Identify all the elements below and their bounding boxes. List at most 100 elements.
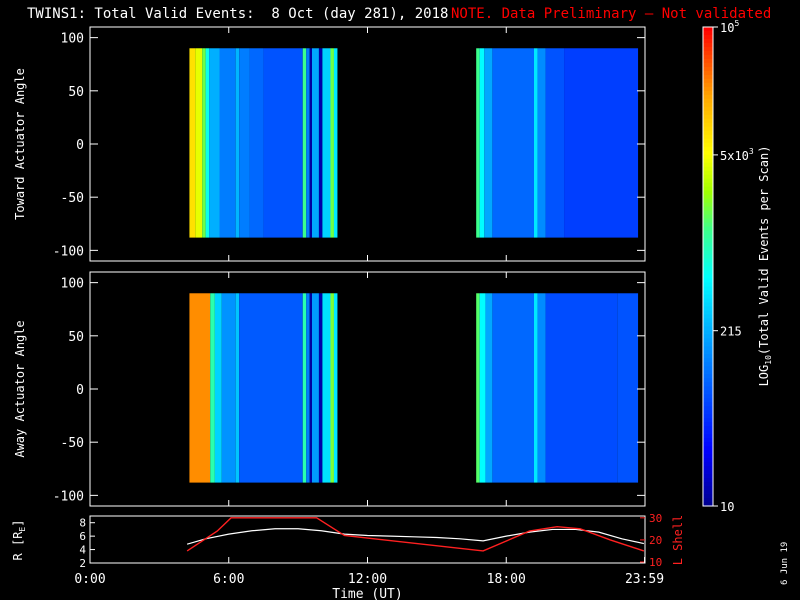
colorbar-swatch	[703, 242, 713, 248]
data-column	[564, 48, 639, 238]
y-tick-label: 100	[61, 32, 84, 47]
colorbar-swatch	[703, 27, 713, 32]
colorbar-swatch	[703, 258, 713, 264]
data-column	[306, 48, 310, 238]
colorbar-swatch	[703, 326, 713, 331]
colorbar-swatch	[703, 178, 713, 184]
colorbar-swatch	[703, 426, 713, 431]
data-column	[239, 293, 303, 483]
colorbar-swatch	[703, 94, 713, 100]
title-bar: TWINS1: Total Valid Events: 8 Oct (day 2…	[0, 6, 800, 24]
y-tick-label: 100	[61, 277, 84, 292]
colorbar-swatch	[703, 330, 713, 335]
data-column	[537, 48, 546, 238]
r-axis-label: R [RE]	[11, 520, 27, 561]
data-column	[189, 48, 196, 238]
data-column	[333, 293, 338, 483]
colorbar-swatch	[703, 202, 713, 208]
colorbar-swatch	[703, 490, 713, 495]
y-tick-label: 8	[79, 517, 86, 530]
colorbar-swatch	[703, 278, 713, 284]
colorbar-swatch	[703, 98, 713, 104]
colorbar-swatch	[703, 162, 713, 168]
colorbar-swatch	[703, 266, 713, 272]
data-column	[318, 293, 323, 483]
colorbar-swatch	[703, 418, 713, 423]
colorbar-swatch	[703, 450, 713, 455]
colorbar-swatch	[703, 478, 713, 483]
colorbar-tick-label: 5x103	[720, 147, 754, 163]
data-column	[312, 48, 319, 238]
x-tick-label: 0:00	[74, 572, 105, 587]
colorbar-tick-label: 105	[720, 19, 739, 35]
y-tick-label: 0	[76, 138, 84, 153]
colorbar-swatch	[703, 222, 713, 228]
colorbar-swatch	[703, 306, 713, 312]
colorbar-swatch	[703, 406, 713, 411]
colorbar-swatch	[703, 110, 713, 116]
data-column	[219, 48, 236, 238]
data-column	[534, 293, 538, 483]
colorbar-swatch	[703, 226, 713, 232]
colorbar-label-sub: 10	[764, 355, 773, 365]
colorbar-swatch	[703, 410, 713, 415]
colorbar-swatch	[703, 378, 713, 383]
colorbar-swatch	[703, 374, 713, 379]
colorbar-swatch	[703, 294, 713, 300]
colorbar-swatch	[703, 186, 713, 192]
colorbar-swatch	[703, 414, 713, 419]
colorbar-swatch	[703, 154, 713, 160]
colorbar-swatch	[703, 502, 713, 507]
y2-tick-label: 30	[649, 512, 662, 525]
colorbar-swatch	[703, 30, 713, 36]
colorbar-swatch	[703, 198, 713, 204]
y-tick-label: 50	[68, 330, 84, 345]
away-panel: 100 50 0 -50 -100 Away Actuator Angle	[13, 271, 646, 507]
colorbar-swatch	[703, 402, 713, 407]
data-column	[210, 293, 215, 483]
data-column	[485, 293, 493, 483]
colorbar-swatch	[703, 394, 713, 399]
colorbar-swatch	[703, 46, 713, 52]
colorbar-swatch	[703, 218, 713, 224]
colorbar-swatch	[703, 498, 713, 503]
data-column	[189, 293, 211, 483]
colorbar-swatch	[703, 474, 713, 479]
colorbar-label: LOG10(Total Valid Events per Scan)	[757, 146, 773, 387]
page-title: TWINS1: Total Valid Events: 8 Oct (day 2…	[27, 6, 449, 22]
colorbar-swatch	[703, 66, 713, 72]
colorbar-swatch	[703, 150, 713, 156]
data-column	[476, 48, 480, 238]
colorbar-swatch	[703, 58, 713, 64]
colorbar-swatch	[703, 354, 713, 359]
lshell-axis-label: L Shell	[671, 515, 685, 566]
y-tick-label: 0	[76, 383, 84, 398]
colorbar-swatch	[703, 134, 713, 140]
data-column	[235, 48, 240, 238]
colorbar-swatch	[703, 126, 713, 132]
x-tick-label: 12:00	[348, 572, 387, 587]
colorbar-swatch	[703, 42, 713, 48]
colorbar-swatch	[703, 122, 713, 128]
data-column	[333, 48, 338, 238]
colorbar-swatch	[703, 346, 713, 351]
colorbar-swatch	[703, 454, 713, 459]
data-column	[221, 293, 236, 483]
data-column	[302, 48, 307, 238]
colorbar-swatch	[703, 230, 713, 236]
colorbar-swatch	[703, 298, 713, 304]
data-column	[537, 293, 546, 483]
data-column	[214, 293, 222, 483]
colorbar-swatch	[703, 114, 713, 120]
colorbar-swatch	[703, 138, 713, 144]
colorbar-swatch	[703, 434, 713, 439]
colorbar-swatch	[703, 334, 713, 339]
data-column	[492, 293, 534, 483]
colorbar-label-rest: (Total Valid Events per Scan)	[757, 146, 771, 356]
data-column	[330, 293, 334, 483]
colorbar-swatch	[703, 206, 713, 212]
colorbar-tick-exponent: 3	[749, 147, 754, 156]
colorbar-swatch	[703, 314, 713, 319]
colorbar-tick-exponent: 5	[734, 19, 739, 28]
